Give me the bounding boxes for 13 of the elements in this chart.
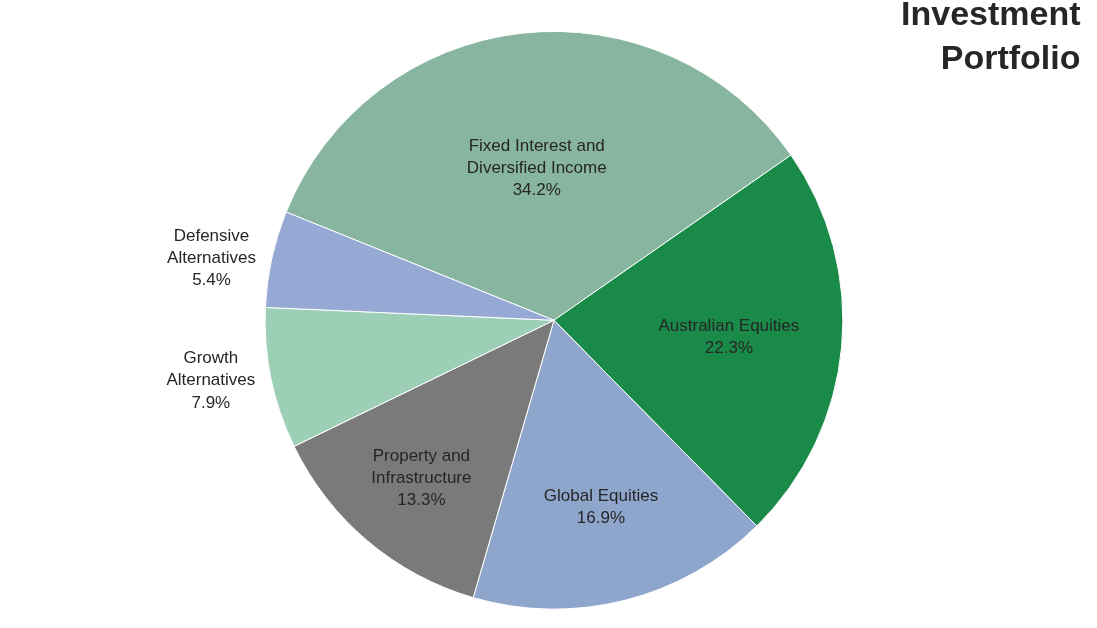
slice-label: Property and Infrastructure	[371, 445, 472, 487]
data-label: 5.4%	[192, 270, 231, 290]
data-label: 34.2%	[512, 180, 561, 200]
slice-label: Growth Alternatives	[166, 348, 256, 390]
text: Investment Portfolio	[901, 0, 1081, 77]
slice-label: Australian Equities	[658, 315, 800, 335]
data-label: 13.3%	[397, 489, 446, 509]
data-label: 22.3%	[704, 337, 753, 357]
slice-label: Global Equities	[543, 485, 659, 505]
data-label: 7.9%	[191, 392, 231, 412]
data-label: 16.9%	[576, 507, 626, 527]
slice-label: Defensive Alternatives	[167, 225, 256, 267]
slice-label: Fixed Interest and Diversified Income	[466, 135, 607, 178]
